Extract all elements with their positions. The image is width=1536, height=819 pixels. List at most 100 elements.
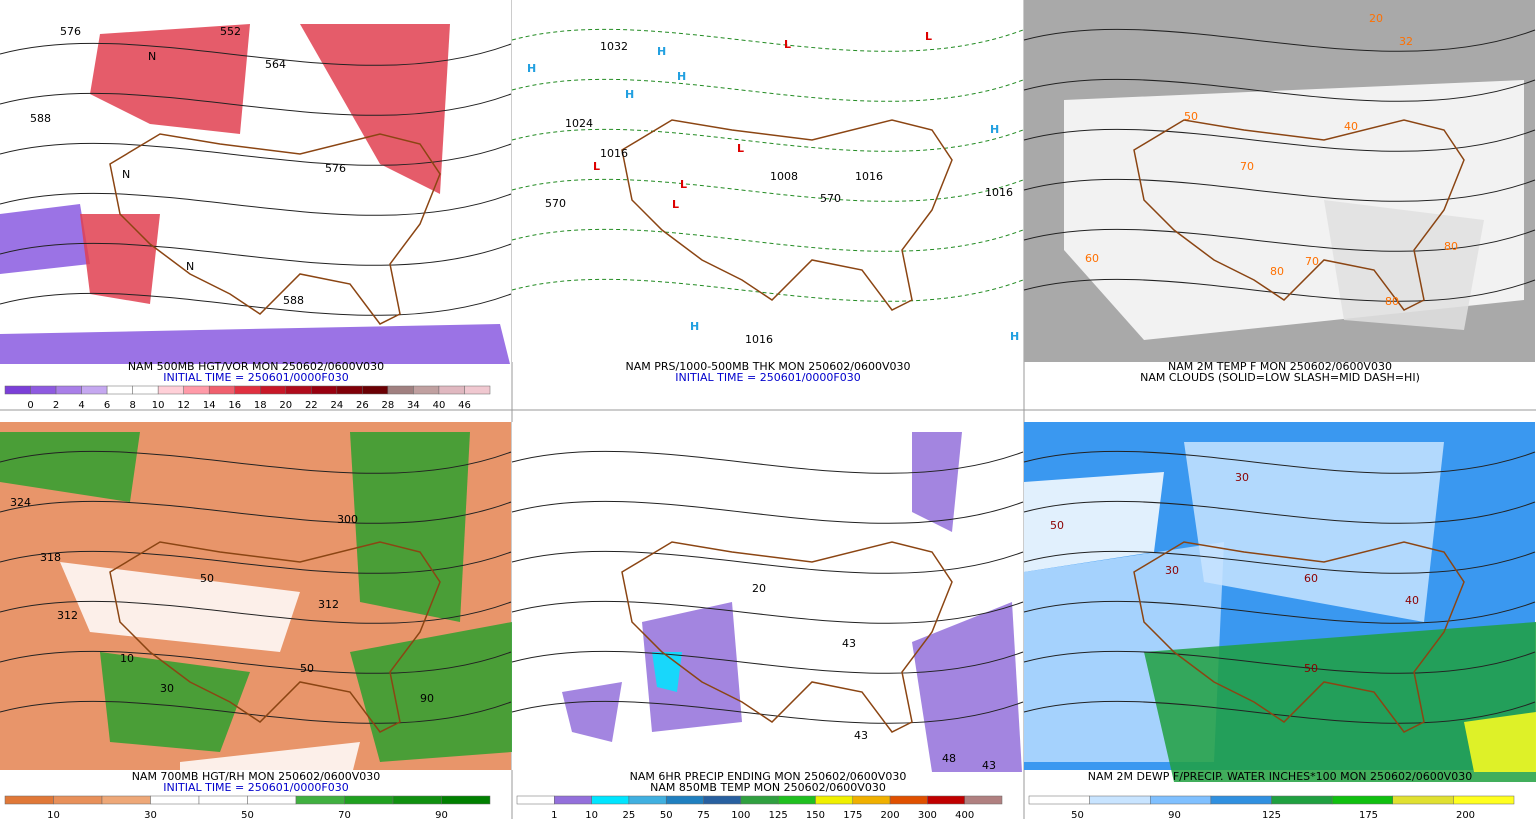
colorbar-segment (295, 795, 345, 805)
contour-label: 90 (420, 692, 434, 705)
contour-label: 20 (1369, 12, 1383, 25)
contour-label: 50 (1050, 519, 1064, 532)
contour-label: 80 (1270, 265, 1284, 278)
contour (1023, 450, 1536, 474)
colorbar-label: 1 (551, 810, 557, 819)
colorbar-segment (740, 795, 779, 805)
colorbar-segment (413, 385, 440, 395)
caption: INITIAL TIME = 250601/0000F030 (163, 781, 348, 794)
contour-label: 570 (820, 192, 841, 205)
us-outline (109, 133, 441, 325)
colorbar-segment (183, 385, 210, 395)
contour (511, 500, 1024, 524)
colorbar-label: 14 (203, 400, 216, 411)
colorbar-segment (1089, 795, 1151, 805)
colorbar-label: 30 (144, 810, 157, 819)
colorbar-label: 175 (843, 810, 862, 819)
colorbar-segment (591, 795, 630, 805)
map-shading (912, 602, 1022, 772)
pressure-center: L (680, 178, 687, 191)
colorbar-label: 18 (254, 400, 267, 411)
pressure-center: H (657, 45, 666, 58)
colorbar-label: 20 (279, 400, 292, 411)
colorbar-segment (815, 795, 854, 805)
map-shading (912, 432, 962, 532)
contour-label: 1016 (855, 170, 883, 183)
colorbar-segment (1392, 795, 1454, 805)
colorbar-segment (150, 795, 200, 805)
contour (1023, 28, 1536, 52)
contour (0, 242, 512, 266)
colorbar-label: 46 (458, 400, 471, 411)
colorbar-segment (362, 385, 389, 395)
contour (511, 228, 1024, 252)
colorbar-label: 100 (731, 810, 750, 819)
colorbar-label: 22 (305, 400, 318, 411)
colorbar-segment (198, 795, 248, 805)
colorbar-segment (516, 795, 555, 805)
colorbar-segment (964, 795, 1003, 805)
contour-label: 1016 (745, 333, 773, 346)
contour-label: 32 (1399, 35, 1413, 48)
colorbar-segment (311, 385, 338, 395)
map-shading (1324, 200, 1484, 330)
contour (511, 600, 1024, 624)
colorbar-label: 90 (1168, 810, 1181, 819)
colorbar-label: 200 (881, 810, 900, 819)
pressure-center: L (593, 160, 600, 173)
us-outline (621, 119, 953, 311)
contour-label: 60 (1085, 252, 1099, 265)
caption: INITIAL TIME = 250601/0000F030 (163, 371, 348, 384)
colorbar-segment (336, 385, 363, 395)
colorbar-label: 0 (27, 400, 33, 411)
contour-label: 50 (200, 572, 214, 585)
colorbar-label: 2 (53, 400, 59, 411)
contour-label: 576 (325, 162, 346, 175)
colorbar-segment (106, 385, 133, 395)
contour-label: 50 (1184, 110, 1198, 123)
contour (1023, 78, 1536, 102)
colorbar-label: 400 (955, 810, 974, 819)
map-shading (350, 432, 470, 622)
colorbar-segment (260, 385, 287, 395)
colorbar-label: 6 (104, 400, 110, 411)
contour-label: 1008 (770, 170, 798, 183)
colorbar-segment (441, 795, 491, 805)
colorbar-segment (344, 795, 394, 805)
colorbar-segment (55, 385, 82, 395)
contour-label: 1024 (565, 117, 593, 130)
contour (511, 278, 1024, 302)
contour-label: N (186, 260, 194, 273)
colorbar-label: 4 (78, 400, 84, 411)
map-shading (0, 324, 510, 364)
colorbar-label: 8 (129, 400, 135, 411)
contour-label: 30 (160, 682, 174, 695)
contour (1023, 178, 1536, 202)
caption: NAM 700MB HGT/RH MON 250602/0600V030 (132, 770, 381, 783)
contour (0, 600, 512, 624)
contour-label: 80 (1444, 240, 1458, 253)
contour-label: 300 (337, 513, 358, 526)
contour-label: 1016 (600, 147, 628, 160)
contour-label: 43 (982, 759, 996, 772)
map-background (512, 0, 1023, 362)
contour-label: 312 (57, 609, 78, 622)
colorbar-segment (208, 385, 235, 395)
colorbar-label: 50 (241, 810, 254, 819)
colorbar-segment (464, 385, 491, 395)
map-shading (562, 682, 622, 742)
contour-label: 570 (545, 197, 566, 210)
colorbar-label: 125 (1262, 810, 1281, 819)
colorbar-segment (554, 795, 592, 805)
colorbar-segment (438, 385, 465, 395)
colorbar-segment (1331, 795, 1393, 805)
panel: 324 318 312 300 312 10 30 50 90 50 NAM 700MB HGT/R… (0, 422, 512, 819)
contour-label: 43 (842, 637, 856, 650)
colorbar-segment (1271, 795, 1333, 805)
pressure-center: L (925, 30, 932, 43)
contour (0, 500, 512, 524)
map-shading (180, 742, 360, 782)
contour-label: 1016 (985, 186, 1013, 199)
colorbar-label: 25 (623, 810, 636, 819)
